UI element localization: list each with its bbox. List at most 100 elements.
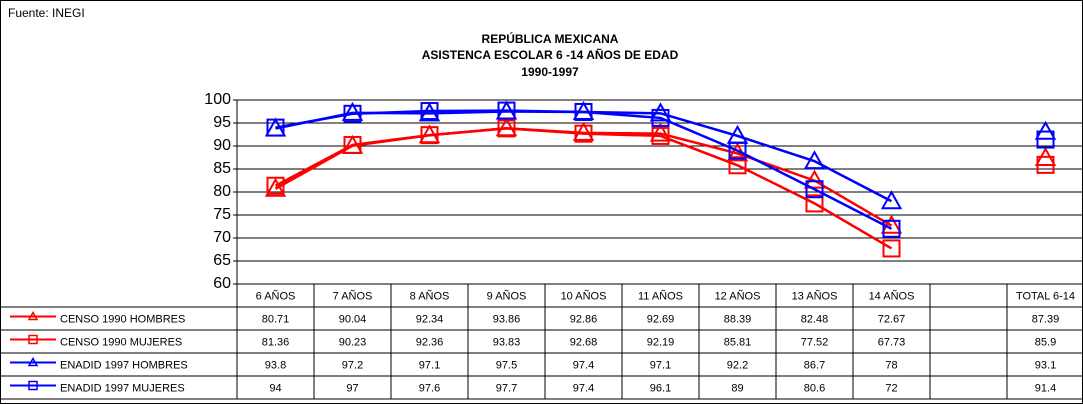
source: Fuente: INEGI [8,6,85,20]
table-cell: 92.19 [647,336,675,348]
table-cell: 97 [346,382,358,394]
marker [497,101,516,120]
table-cell: 97.4 [573,382,594,394]
table-cell: 90.04 [339,313,367,325]
table-cell: 72.67 [878,313,906,325]
table-cell: 82.48 [801,313,829,325]
table-cell: 94 [269,382,281,394]
y-tick-label: 95 [213,114,231,131]
x-tick-label: TOTAL 6-14 [1016,290,1075,302]
marker [264,177,287,197]
marker [649,122,672,142]
chart-title: 1990-1997 [521,65,579,79]
table-cell: 97.2 [342,359,363,371]
marker [420,102,439,121]
table-cell: 72 [885,382,897,394]
legend-key [27,356,39,367]
marker [1036,130,1055,149]
legend-label: ENADID 1997 HOMBRES [60,359,188,371]
marker [805,194,824,213]
marker [882,239,901,258]
table-cell: 89 [731,382,743,394]
marker [726,142,749,162]
table-cell: 67.73 [878,336,906,348]
marker [728,141,747,160]
marker [649,102,672,122]
marker [341,101,364,121]
table-cell: 92.86 [570,313,598,325]
marker [880,190,903,210]
table-cell: 93.86 [493,313,521,325]
table-cell: 97.5 [496,359,517,371]
x-tick-label: 12 AÑOS [715,289,761,302]
marker [574,124,593,143]
table-cell: 86.7 [804,359,825,371]
legend-label: ENADID 1997 MUJERES [60,382,185,394]
table-cell: 92.69 [647,313,675,325]
table-cell: 97.1 [650,359,671,371]
y-tick-label: 65 [213,252,231,269]
table-cell: 85.81 [724,336,752,348]
marker [651,126,670,145]
y-tick-label: 90 [213,137,231,154]
table-cell: 78 [885,359,897,371]
chart-title: REPÚBLICA MEXICANA [482,31,619,46]
table-cell: 92.36 [416,336,444,348]
marker [1036,155,1055,174]
table-cell: 93.1 [1035,359,1056,371]
legend-key [28,334,38,345]
marker [572,121,595,141]
marker [574,102,593,121]
y-tick-label: 75 [213,206,231,223]
marker [805,180,824,199]
table-cell: 90.23 [339,336,367,348]
table-cell: 80.6 [804,382,825,394]
table-cell: 97.6 [419,382,440,394]
table-cell: 93.8 [265,359,286,371]
table-cell: 85.9 [1035,336,1056,348]
x-tick-label: 10 AÑOS [561,289,607,302]
marker [803,150,826,170]
table-cell: 92.68 [570,336,598,348]
marker [495,117,518,137]
marker [882,219,901,238]
table-cell: 80.71 [262,313,290,325]
marker [343,135,362,154]
legend-key [27,310,39,321]
x-tick-label: 8 AÑOS [410,289,450,302]
chart-title: ASISTENCA ESCOLAR 6 -14 AÑOS DE EDAD [422,47,679,62]
x-tick-label: 11 AÑOS [638,289,683,302]
table-cell: 92.2 [727,359,748,371]
y-tick-label: 60 [213,275,231,292]
marker [497,119,516,138]
marker [266,176,285,195]
x-tick-label: 6 AÑOS [256,289,296,302]
marker [651,108,670,127]
x-tick-label: 14 AÑOS [869,289,915,302]
y-tick-label: 70 [213,229,231,246]
x-tick-label: 7 AÑOS [333,289,373,302]
table-cell: 96.1 [650,382,671,394]
table-cell: 81.36 [262,336,290,348]
y-tick-label: 100 [204,91,231,108]
table-cell: 91.4 [1035,382,1056,394]
table-cell: 87.39 [1032,313,1060,325]
legend-label: CENSO 1990 HOMBRES [60,313,185,325]
marker [420,126,439,145]
table-cell: 77.52 [801,336,829,348]
table-cell: 93.83 [493,336,521,348]
legend-key [28,380,38,391]
marker [880,214,903,234]
y-tick-label: 85 [213,160,231,177]
y-tick-label: 80 [213,183,231,200]
x-tick-label: 9 AÑOS [487,289,527,302]
table-cell: 97.7 [496,382,517,394]
marker [803,169,826,189]
marker [266,118,285,137]
table-cell: 92.34 [416,313,444,325]
marker [343,104,362,123]
x-tick-label: 13 AÑOS [792,289,838,302]
table-cell: 88.39 [724,313,752,325]
